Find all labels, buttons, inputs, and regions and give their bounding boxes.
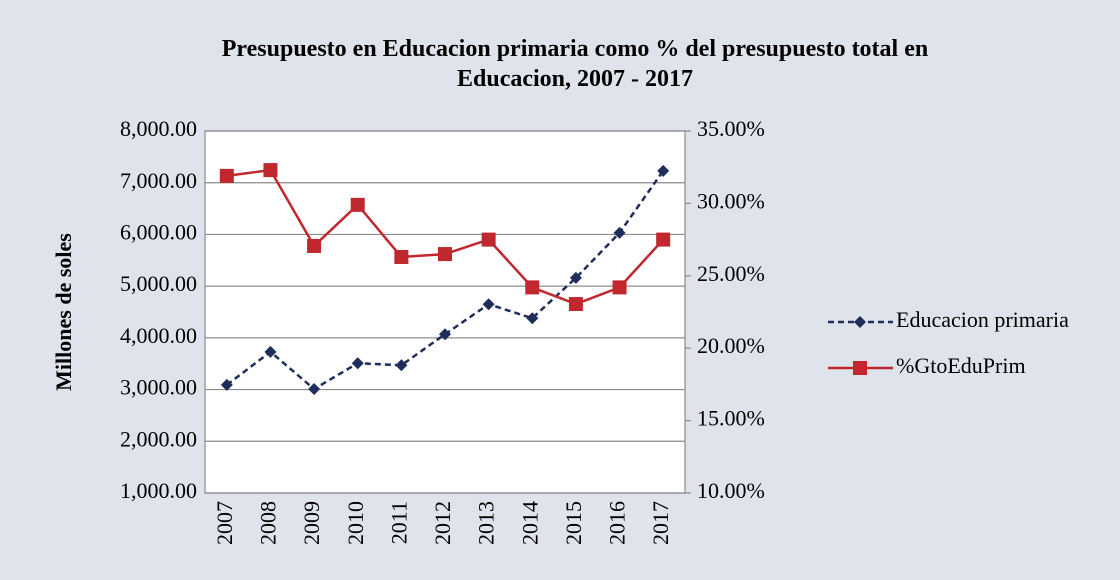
y2-tick-label: 10.00% [697, 478, 765, 503]
y2-tick-label: 30.00% [697, 188, 765, 213]
x-tick-label: 2007 [212, 501, 237, 545]
point [439, 328, 451, 341]
y-tick-label: 4,000.00 [120, 323, 197, 348]
point [351, 357, 364, 370]
x-tick-label: 2015 [561, 501, 586, 545]
x-tick-label: 2011 [386, 501, 411, 544]
point [657, 164, 670, 177]
point [569, 271, 582, 284]
y-tick-label: 3,000.00 [120, 375, 197, 400]
x-tick-label: 2017 [648, 501, 673, 545]
y-tick-label: 8,000.00 [120, 116, 197, 141]
point [481, 232, 496, 247]
x-tick-label: 2016 [605, 501, 630, 545]
x-tick-label: 2009 [299, 501, 324, 545]
point [263, 163, 278, 178]
y-tick-label: 6,000.00 [120, 219, 197, 244]
plot-border [204, 130, 686, 494]
y-axis-label: Millones de soles [51, 233, 76, 391]
y-tick-label: 2,000.00 [120, 426, 197, 451]
y-tick-label: 7,000.00 [120, 168, 197, 193]
y-tick-label: 5,000.00 [120, 271, 197, 296]
x-tick-label: 2013 [474, 501, 499, 545]
point [482, 298, 495, 311]
point [612, 280, 627, 295]
legend-marker [854, 316, 866, 328]
y2-tick-label: 20.00% [697, 333, 765, 358]
point [308, 383, 321, 396]
point [525, 280, 540, 295]
plot-area [205, 131, 685, 493]
y2-tick-label: 15.00% [697, 406, 765, 431]
point [395, 359, 408, 372]
legend-marker [853, 361, 867, 375]
legend-label: Educacion primaria [896, 307, 1069, 332]
chart-title: Presupuesto en Educacion primaria como %… [222, 36, 928, 92]
x-tick-label: 2012 [430, 501, 455, 545]
point [220, 378, 233, 391]
x-tick-label: 2014 [517, 501, 542, 545]
point [350, 197, 365, 212]
point [613, 226, 626, 239]
y2-tick-label: 25.00% [697, 261, 765, 286]
y2-tick-label: 35.00% [697, 116, 765, 141]
point [568, 297, 583, 312]
point [219, 168, 234, 183]
point [394, 249, 409, 264]
x-tick-label: 2008 [256, 501, 281, 545]
y-tick-label: 1,000.00 [120, 478, 197, 503]
x-tick-label: 2010 [343, 501, 368, 545]
point [656, 232, 671, 247]
point [307, 238, 322, 253]
legend-label: %GtoEduPrim [896, 353, 1026, 378]
point [526, 312, 539, 325]
point [264, 345, 277, 358]
point [438, 247, 452, 262]
